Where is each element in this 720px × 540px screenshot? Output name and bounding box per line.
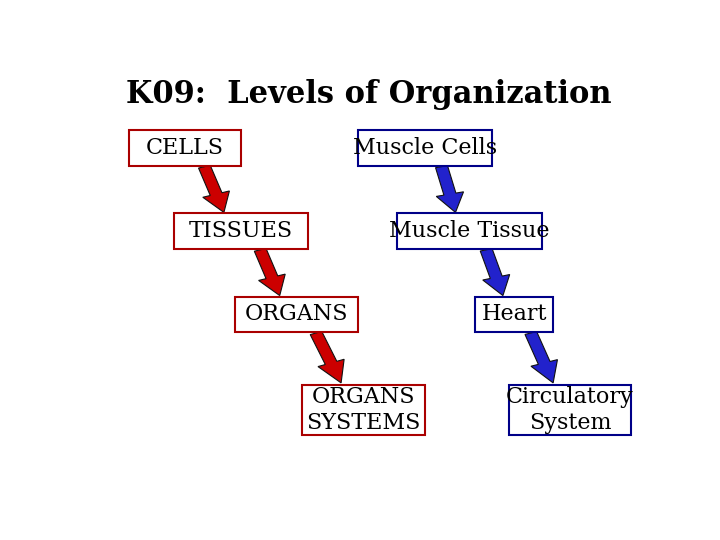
FancyBboxPatch shape xyxy=(302,385,425,435)
Text: K09:  Levels of Organization: K09: Levels of Organization xyxy=(126,79,612,110)
Text: TISSUES: TISSUES xyxy=(189,220,293,242)
Polygon shape xyxy=(254,248,285,295)
Text: Heart: Heart xyxy=(482,303,546,325)
Polygon shape xyxy=(525,332,557,383)
Polygon shape xyxy=(480,248,510,295)
FancyBboxPatch shape xyxy=(475,296,553,332)
Polygon shape xyxy=(436,166,464,212)
FancyBboxPatch shape xyxy=(397,213,542,249)
Text: CELLS: CELLS xyxy=(146,137,224,159)
FancyBboxPatch shape xyxy=(235,296,358,332)
Text: ORGANS
SYSTEMS: ORGANS SYSTEMS xyxy=(306,386,420,434)
Polygon shape xyxy=(199,165,230,212)
FancyBboxPatch shape xyxy=(174,213,307,249)
FancyBboxPatch shape xyxy=(508,385,631,435)
FancyBboxPatch shape xyxy=(129,130,240,166)
FancyBboxPatch shape xyxy=(358,130,492,166)
Text: Circulatory
System: Circulatory System xyxy=(506,386,634,434)
Text: ORGANS: ORGANS xyxy=(245,303,348,325)
Text: Muscle Cells: Muscle Cells xyxy=(353,137,497,159)
Text: Muscle Tissue: Muscle Tissue xyxy=(390,220,549,242)
Polygon shape xyxy=(310,332,344,383)
